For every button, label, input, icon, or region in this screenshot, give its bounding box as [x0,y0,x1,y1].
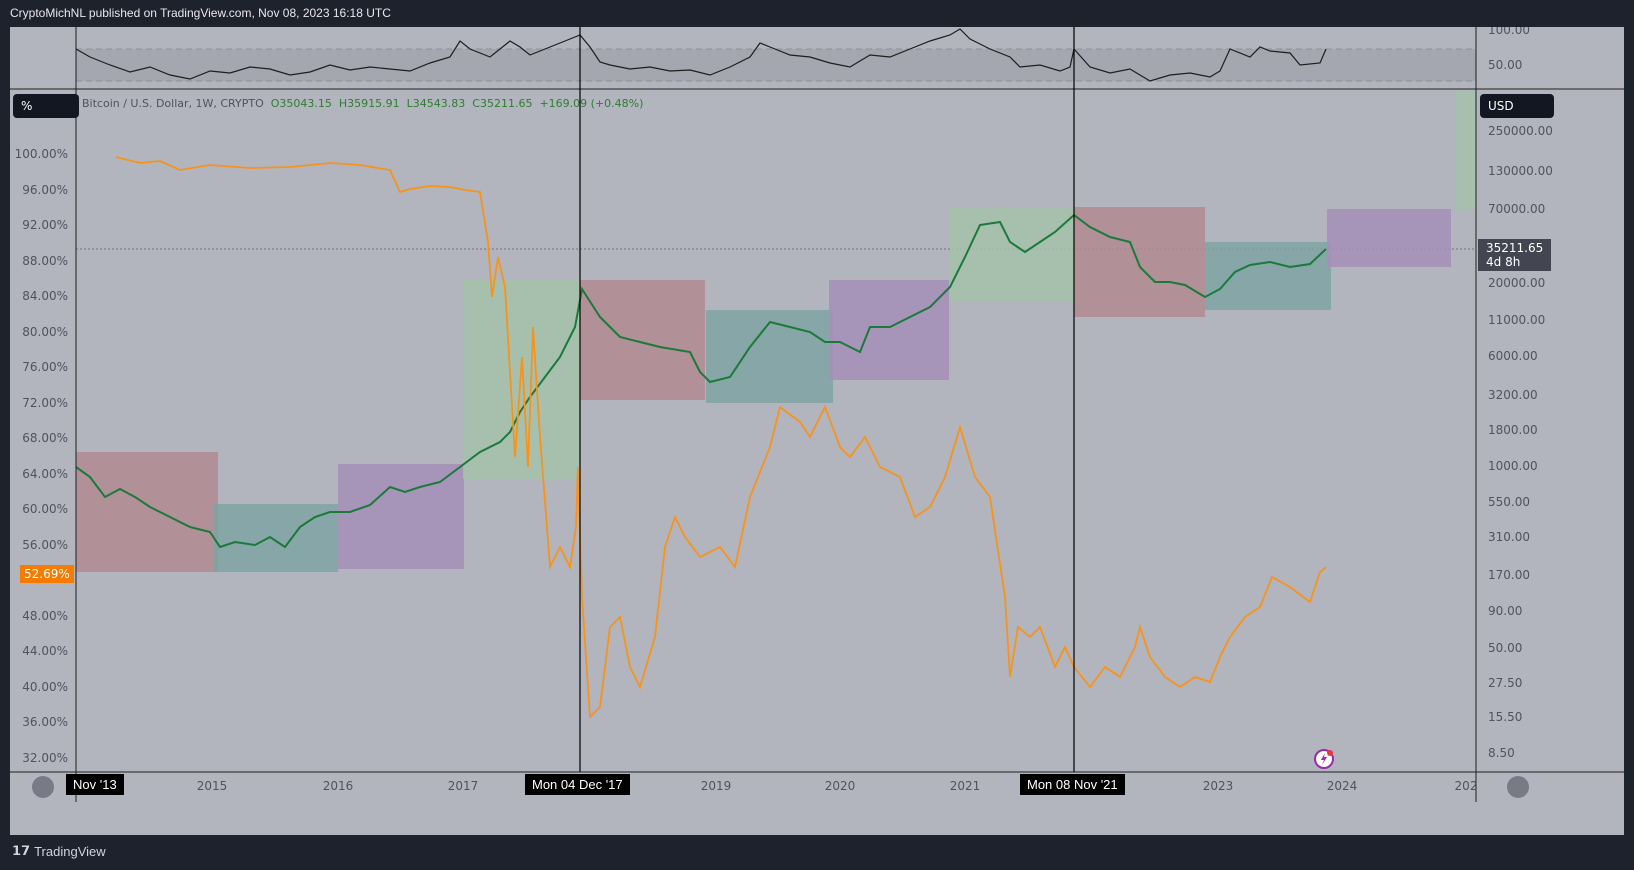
svg-text:80.00%: 80.00% [22,325,68,339]
svg-text:90.00: 90.00 [1488,604,1522,618]
svg-text:2024: 2024 [1327,779,1358,793]
svg-text:100.00%: 100.00% [15,147,68,161]
svg-text:70000.00: 70000.00 [1488,202,1545,216]
svg-text:64.00%: 64.00% [22,467,68,481]
svg-text:6000.00: 6000.00 [1488,349,1538,363]
svg-text:44.00%: 44.00% [22,644,68,658]
chart-frame[interactable]: 100.00 50.00 100.00% 96.00% 92.00% 88.00… [10,27,1624,835]
price-badge: 35211.65 4d 8h [1478,239,1552,271]
svg-text:2015: 2015 [197,779,228,793]
svg-text:68.00%: 68.00% [22,431,68,445]
svg-text:1000.00: 1000.00 [1488,459,1538,473]
svg-text:88.00%: 88.00% [22,254,68,268]
time-marker-dec17: Mon 04 Dec '17 [525,774,630,795]
svg-text:48.00%: 48.00% [22,609,68,623]
svg-text:130000.00: 130000.00 [1488,164,1553,178]
rsi-line [75,28,1327,82]
dominance-value-badge: 52.69% [20,565,74,583]
svg-text:50.00: 50.00 [1488,641,1522,655]
lightning-icon[interactable] [1314,749,1334,769]
svg-text:76.00%: 76.00% [22,360,68,374]
scale-toggle-left[interactable] [32,776,54,798]
svg-text:100.00: 100.00 [1488,27,1530,37]
time-axis-ticks: 2015 2016 2017 2019 2020 2021 2023 2024 … [197,779,1478,793]
svg-text:3200.00: 3200.00 [1488,388,1538,402]
svg-text:36.00%: 36.00% [22,715,68,729]
right-axis-ticks: 250000.00 130000.00 70000.00 20000.00 11… [1488,124,1553,760]
svg-text:2020: 2020 [825,779,856,793]
svg-text:27.50: 27.50 [1488,676,1522,690]
time-marker-start: Nov '13 [66,774,124,795]
svg-text:84.00%: 84.00% [22,289,68,303]
svg-text:56.00%: 56.00% [22,538,68,552]
rsi-tick: 50.00 [1488,58,1522,72]
svg-text:11000.00: 11000.00 [1488,313,1545,327]
publish-info: CryptoMichNL published on TradingView.co… [10,6,391,20]
svg-text:2021: 2021 [950,779,981,793]
tradingview-logo-icon: 𝟭𝟳 [12,843,31,858]
svg-text:550.00: 550.00 [1488,495,1530,509]
svg-text:2019: 2019 [701,779,732,793]
svg-text:40.00%: 40.00% [22,680,68,694]
svg-text:20000.00: 20000.00 [1488,276,1545,290]
left-axis-ticks: 100.00% 96.00% 92.00% 88.00% 84.00% 80.0… [15,147,68,765]
svg-text:250000.00: 250000.00 [1488,124,1553,138]
scale-toggle-right[interactable] [1507,776,1529,798]
chart-canvas[interactable]: 100.00 50.00 100.00% 96.00% 92.00% 88.00… [10,27,1624,835]
svg-text:310.00: 310.00 [1488,530,1530,544]
svg-text:72.00%: 72.00% [22,396,68,410]
svg-text:32.00%: 32.00% [22,751,68,765]
svg-text:92.00%: 92.00% [22,218,68,232]
svg-text:170.00: 170.00 [1488,568,1530,582]
symbol-legend: Bitcoin / U.S. Dollar, 1W, CRYPTO O35043… [82,97,644,110]
left-scale-mode[interactable]: % [13,94,79,118]
svg-text:2023: 2023 [1203,779,1234,793]
btc-price [75,213,1327,549]
svg-text:2017: 2017 [448,779,479,793]
svg-text:15.50: 15.50 [1488,710,1522,724]
svg-text:8.50: 8.50 [1488,746,1515,760]
svg-text:202: 202 [1455,779,1478,793]
svg-text:60.00%: 60.00% [22,502,68,516]
svg-text:1800.00: 1800.00 [1488,423,1538,437]
time-marker-nov21: Mon 08 Nov '21 [1020,774,1125,795]
svg-text:2016: 2016 [323,779,354,793]
svg-text:96.00%: 96.00% [22,183,68,197]
currency-selector[interactable]: USD [1480,94,1554,118]
footer-brand[interactable]: 𝟭𝟳 TradingView [12,843,106,859]
dominance-line [115,156,1327,720]
